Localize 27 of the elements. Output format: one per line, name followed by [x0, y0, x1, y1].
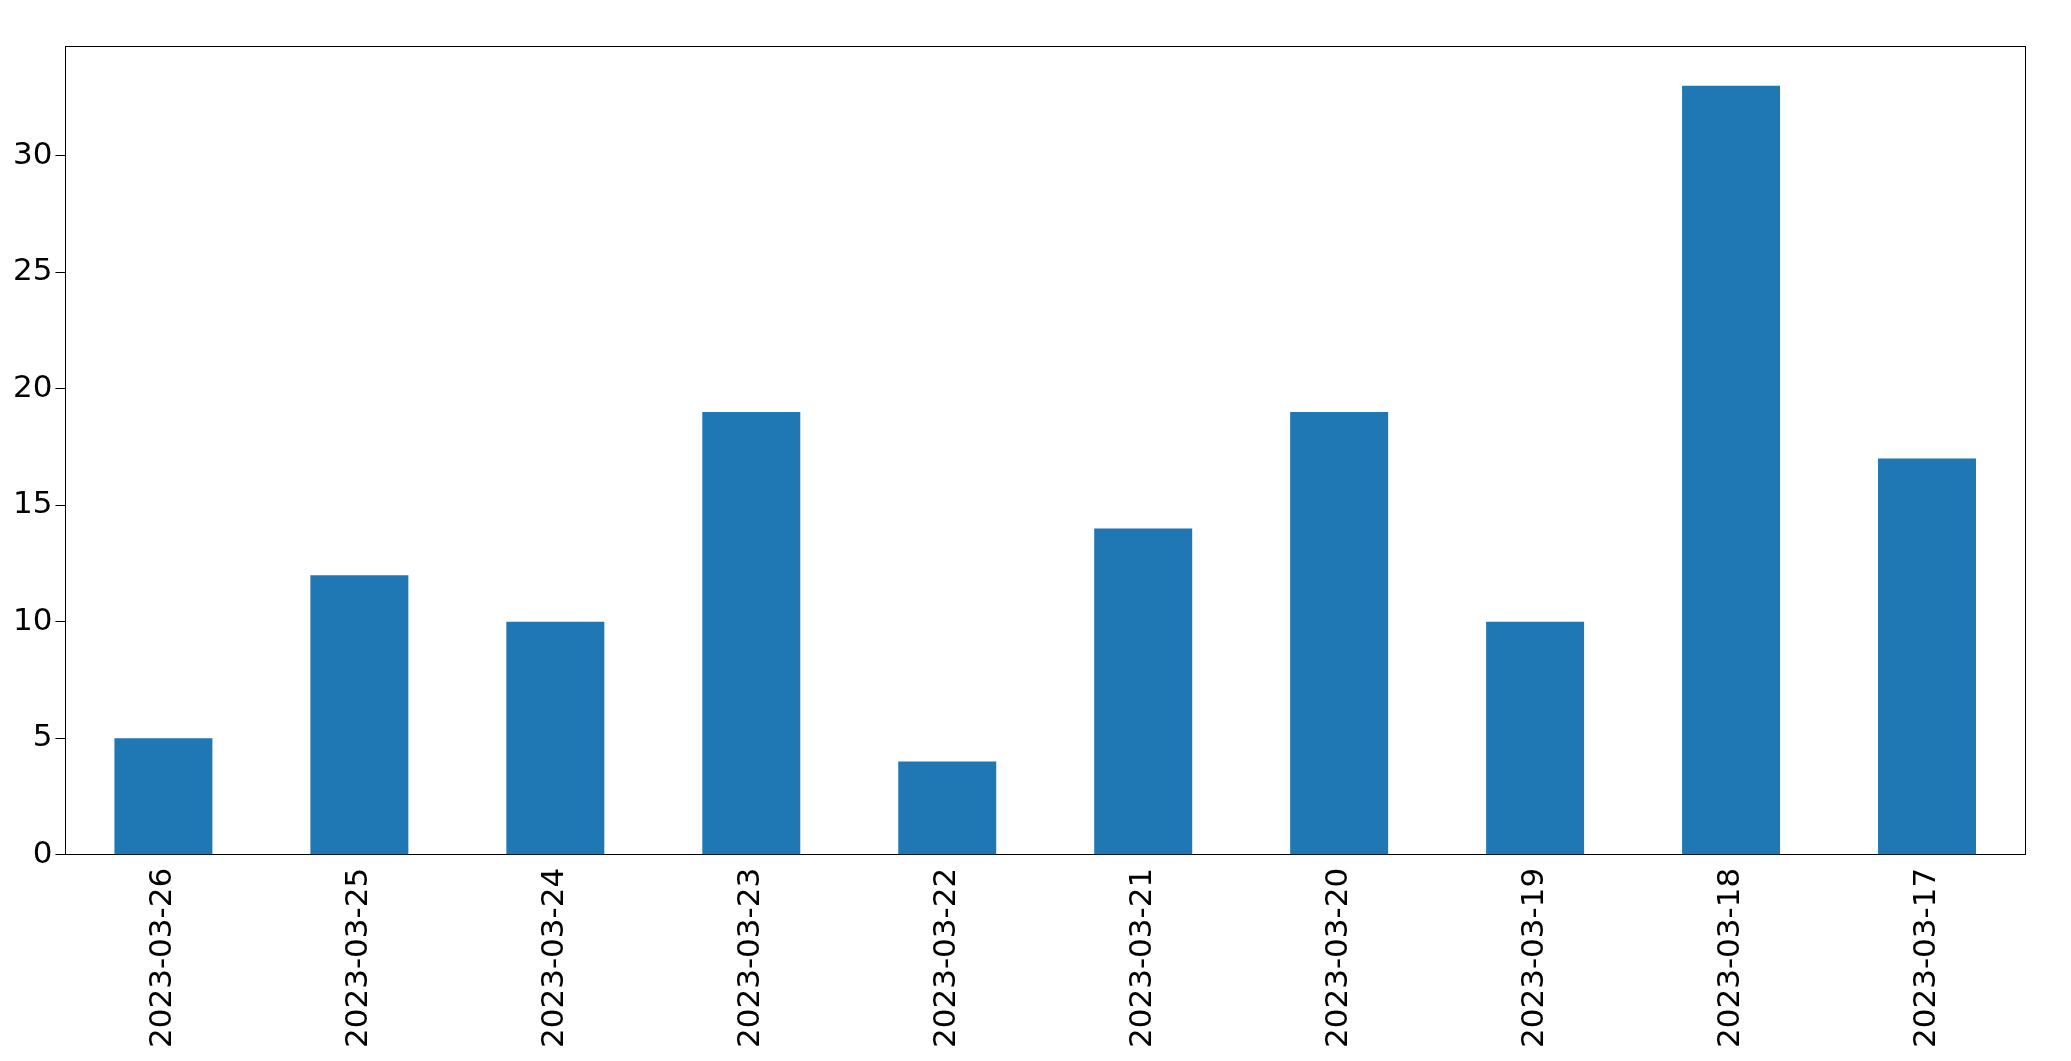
x-tick-label: 2023-03-20	[1318, 867, 1355, 1049]
bar	[1878, 458, 1977, 855]
x-tick-label: 2023-03-25	[338, 867, 375, 1049]
y-tick-label: 5	[32, 717, 53, 754]
bar	[506, 621, 605, 855]
x-tick-label: 2023-03-24	[534, 867, 571, 1049]
y-tick-label: 20	[12, 367, 53, 404]
bar	[702, 411, 801, 855]
bar	[898, 761, 997, 855]
y-tick-label: 30	[12, 134, 53, 171]
y-tick-label: 15	[12, 484, 53, 521]
bar	[310, 575, 409, 855]
bar	[1290, 411, 1389, 855]
x-tick-label: 2023-03-26	[142, 867, 179, 1049]
x-tick-label: 2023-03-23	[730, 867, 767, 1049]
x-tick-label: 2023-03-18	[1710, 867, 1747, 1049]
x-tick-label: 2023-03-21	[1122, 867, 1159, 1049]
bar	[114, 738, 213, 855]
bar	[1094, 528, 1193, 855]
x-tick-label: 2023-03-22	[926, 867, 963, 1049]
x-tick-label: 2023-03-17	[1906, 867, 1943, 1049]
y-tick-label: 25	[12, 251, 53, 288]
y-tick-label: 0	[32, 833, 53, 870]
y-tick-label: 10	[12, 600, 53, 637]
bar	[1486, 621, 1585, 855]
bar	[1682, 85, 1781, 855]
x-tick-label: 2023-03-19	[1514, 867, 1551, 1049]
